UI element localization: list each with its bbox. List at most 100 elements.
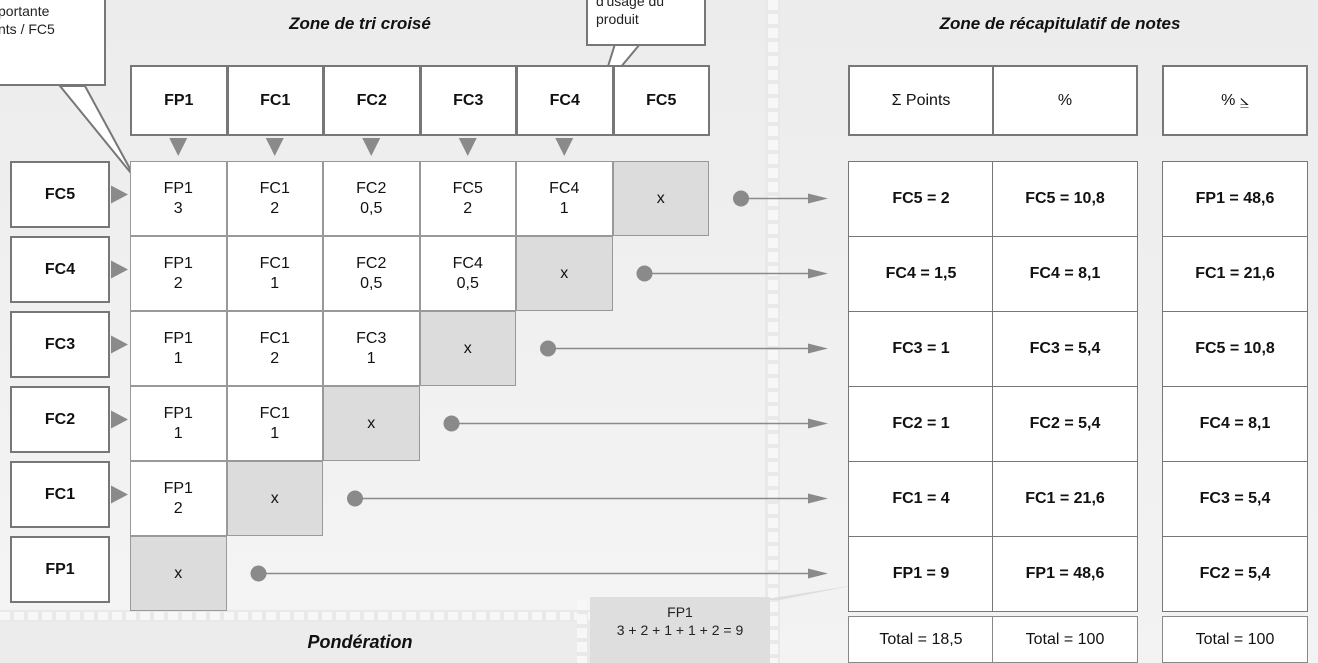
- dashed-separator-bottom: [577, 600, 587, 663]
- down-arrow-icon: [169, 138, 188, 156]
- row-header-5: FP1: [10, 536, 110, 603]
- grid-cell: FP1 3: [130, 161, 227, 236]
- callout-left-line2: nts / FC5: [0, 21, 55, 37]
- arrow-head-icon: [808, 343, 828, 354]
- grid-cell-label: FP1: [163, 479, 193, 497]
- grid-cell-value: 1: [173, 424, 183, 442]
- right-arrow-icon: [111, 260, 128, 279]
- grid-cell-label: FC3: [356, 329, 387, 347]
- grid-cell-label: x: [174, 564, 183, 582]
- right-arrow-icon: [111, 185, 128, 204]
- grid-cell-value: 0,5: [456, 274, 479, 292]
- computation-note: FP1 3 + 2 + 1 + 1 + 2 = 9: [590, 597, 770, 663]
- grid-cell-value: 2: [270, 349, 280, 367]
- diagonal-cell: x: [323, 386, 420, 461]
- column-header-1: FC1: [226, 65, 324, 136]
- recap-header-percent: %: [992, 65, 1138, 136]
- recap-percent-cell: FC5 = 10,8: [992, 161, 1138, 237]
- arrow-head-icon: [808, 493, 828, 504]
- grid-cell-label: FP1: [163, 179, 193, 197]
- recap-percent-cell: FC2 = 5,4: [992, 386, 1138, 462]
- grid-cell-value: 3: [173, 199, 183, 217]
- grid-cell-label: FP1: [163, 404, 193, 422]
- grid-cell-value: 2: [173, 499, 183, 517]
- arrow-head-icon: [808, 568, 828, 579]
- grid-cell-label: FC2: [356, 254, 387, 272]
- recap-points-cell: FC1 = 4: [848, 461, 994, 537]
- total-points: Total = 18,5: [848, 616, 994, 663]
- row-header-3: FC2: [10, 386, 110, 453]
- grid-cell: FP1 1: [130, 311, 227, 386]
- grid-cell-label: FC4: [549, 179, 580, 197]
- grid-cell: FP1 2: [130, 236, 227, 311]
- recap-points-cell: FC5 = 2: [848, 161, 994, 237]
- down-arrow-icon: [555, 138, 574, 156]
- arrow-head-icon: [808, 268, 828, 279]
- grid-cell-value: 1: [270, 424, 280, 442]
- column-header-2: FC2: [323, 65, 421, 136]
- grid-cell-label: FC2: [356, 179, 387, 197]
- callout-top-line2: produit: [596, 11, 639, 27]
- grid-cell-label: FP1: [163, 329, 193, 347]
- grid-cell-label: FC4: [452, 254, 483, 272]
- grid-cell-value: 1: [173, 349, 183, 367]
- column-header-4: FC4: [516, 65, 614, 136]
- row-header-1: FC4: [10, 236, 110, 303]
- grid-cell-label: FC5: [452, 179, 483, 197]
- recap-sorted-cell: FP1 = 48,6: [1162, 161, 1308, 237]
- grid-cell-label: x: [463, 339, 472, 357]
- down-arrow-icon: [265, 138, 284, 156]
- grid-cell-label: FC1: [259, 329, 290, 347]
- recap-points-cell: FC2 = 1: [848, 386, 994, 462]
- right-arrow-icon: [111, 410, 128, 429]
- weighting-panel: [0, 622, 577, 663]
- arrow-head-icon: [808, 418, 828, 429]
- grid-cell-label: x: [560, 264, 569, 282]
- dashed-separator-vertical: [768, 0, 778, 663]
- callout-tail: [57, 85, 136, 179]
- note-line1: FP1: [667, 604, 693, 620]
- column-header-5: FC5: [612, 65, 710, 136]
- grid-cell: FC2 0,5: [323, 161, 420, 236]
- grid-cell-label: FC1: [259, 404, 290, 422]
- grid-cell: FC1 2: [226, 311, 323, 386]
- grid-cell-value: 2: [173, 274, 183, 292]
- grid-cell-value: 2: [270, 199, 280, 217]
- grid-cell-value: 1: [270, 274, 280, 292]
- grid-cell-value: 2: [463, 199, 473, 217]
- right-arrow-icon: [111, 335, 128, 354]
- grid-cell-label: FC1: [259, 179, 290, 197]
- right-arrow-icon: [111, 485, 128, 504]
- dashed-separator-horizontal: [0, 612, 592, 620]
- recap-sorted-cell: FC2 = 5,4: [1162, 536, 1308, 612]
- total-sorted: Total = 100: [1162, 616, 1308, 663]
- grid-cell: FC4 0,5: [419, 236, 516, 311]
- grid-cell: FC3 1: [323, 311, 420, 386]
- grid-cell-value: 0,5: [360, 199, 383, 217]
- grid-cell: FC5 2: [419, 161, 516, 236]
- diagonal-cell: x: [419, 311, 516, 386]
- callout-left: portante nts / FC5: [0, 0, 106, 86]
- recap-percent-cell: FC4 = 8,1: [992, 236, 1138, 312]
- grid-cell: FC4 1: [516, 161, 613, 236]
- weighting-title: Pondération: [307, 632, 413, 652]
- down-arrow-icon: [362, 138, 381, 156]
- recap-percent-cell: FC1 = 21,6: [992, 461, 1138, 537]
- recap-sorted-cell: FC1 = 21,6: [1162, 236, 1308, 312]
- recap-points-cell: FC3 = 1: [848, 311, 994, 387]
- column-header-0: FP1: [130, 65, 228, 136]
- column-header-3: FC3: [419, 65, 517, 136]
- recap-sorted-cell: FC3 = 5,4: [1162, 461, 1308, 537]
- callout-left-line1: portante: [0, 3, 50, 19]
- diagonal-cell: x: [130, 536, 227, 611]
- recap-title: Zone de récapitulatif de notes: [939, 14, 1181, 33]
- grid-cell-label: x: [367, 414, 376, 432]
- row-header-0: FC5: [10, 161, 110, 228]
- total-percent: Total = 100: [992, 616, 1138, 663]
- recap-percent-cell: FP1 = 48,6: [992, 536, 1138, 612]
- recap-percent-cell: FC3 = 5,4: [992, 311, 1138, 387]
- grid-cell-label: x: [270, 489, 279, 507]
- grid-cell: FC1 2: [226, 161, 323, 236]
- diagonal-cell: x: [516, 236, 613, 311]
- grid-cell-label: FP1: [163, 254, 193, 272]
